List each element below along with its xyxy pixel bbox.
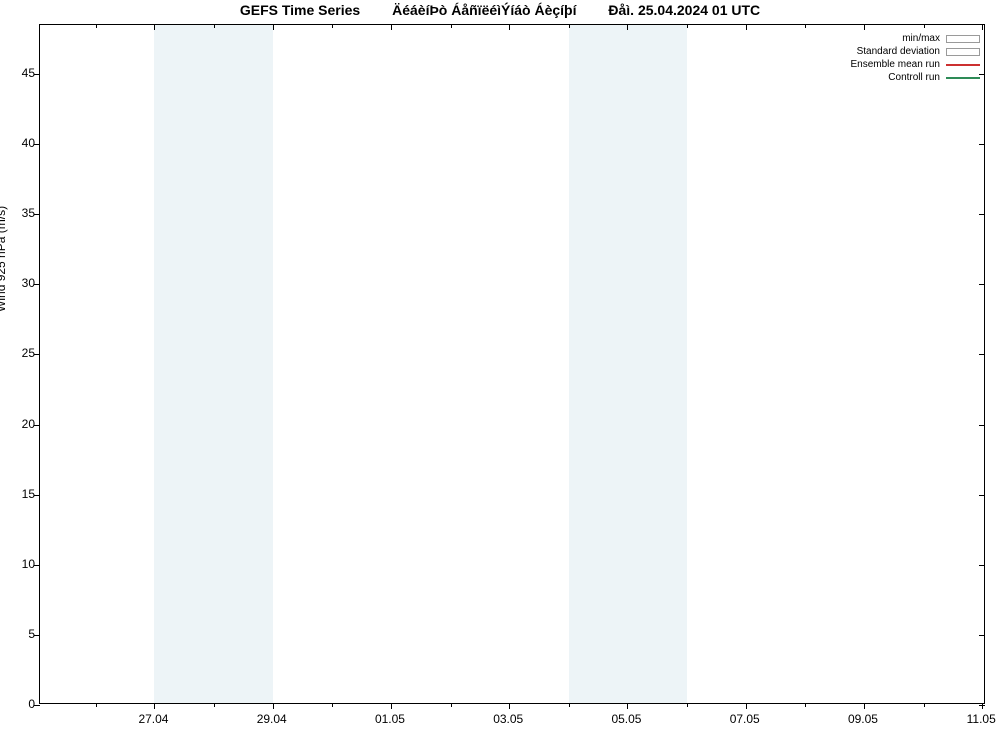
- x-tick-minor: [214, 703, 215, 707]
- y-tick-label: 5: [5, 627, 35, 641]
- legend-swatch: [946, 64, 980, 66]
- plot-area: [39, 24, 985, 704]
- x-tick-top: [391, 24, 392, 30]
- x-tick-minor-top: [96, 24, 97, 28]
- legend-label: Ensemble mean run: [851, 58, 941, 71]
- x-tick-label: 03.05: [493, 712, 523, 726]
- x-tick-label: 29.04: [257, 712, 287, 726]
- x-tick-minor: [451, 703, 452, 707]
- y-tick-label: 40: [5, 136, 35, 150]
- y-tick-label: 25: [5, 346, 35, 360]
- x-tick-minor-top: [924, 24, 925, 28]
- chart-title-row: GEFS Time Series ÄéáèíÞò ÁåñïëéìÝíáò Áèç…: [0, 2, 1000, 18]
- y-tick-label: 35: [5, 206, 35, 220]
- x-tick-label: 09.05: [848, 712, 878, 726]
- legend-label: Controll run: [888, 71, 940, 84]
- y-tick-right: [979, 214, 985, 215]
- legend-item: Ensemble mean run: [851, 58, 981, 71]
- x-tick: [746, 703, 747, 709]
- x-tick-top: [627, 24, 628, 30]
- x-tick-minor-top: [805, 24, 806, 28]
- x-tick-minor: [687, 703, 688, 707]
- x-tick-top: [746, 24, 747, 30]
- x-tick-minor-top: [569, 24, 570, 28]
- y-tick-label: 15: [5, 487, 35, 501]
- x-tick-minor-top: [214, 24, 215, 28]
- x-tick: [627, 703, 628, 709]
- legend-swatch: [946, 35, 980, 43]
- y-tick-label: 20: [5, 417, 35, 431]
- y-tick-right: [979, 425, 985, 426]
- y-tick-right: [979, 565, 985, 566]
- x-tick-minor: [96, 703, 97, 707]
- legend-item: min/max: [851, 32, 981, 45]
- x-tick-minor: [569, 703, 570, 707]
- x-tick-minor-top: [451, 24, 452, 28]
- y-tick-label: 30: [5, 276, 35, 290]
- x-tick: [154, 703, 155, 709]
- x-tick: [273, 703, 274, 709]
- y-tick-right: [979, 284, 985, 285]
- title-run: Ðåì. 25.04.2024 01 UTC: [608, 2, 760, 18]
- x-tick: [864, 703, 865, 709]
- y-tick-right: [979, 354, 985, 355]
- x-tick-top: [154, 24, 155, 30]
- y-tick-right: [979, 144, 985, 145]
- x-tick: [509, 703, 510, 709]
- title-garbled: ÄéáèíÞò ÁåñïëéìÝíáò Áèçíþí: [392, 2, 576, 18]
- x-tick-label: 07.05: [730, 712, 760, 726]
- legend: min/maxStandard deviationEnsemble mean r…: [851, 32, 981, 84]
- y-axis-label: Wind 925 hPa (m/s): [0, 206, 8, 312]
- x-tick-minor-top: [687, 24, 688, 28]
- y-tick-label: 10: [5, 557, 35, 571]
- x-tick-label: 01.05: [375, 712, 405, 726]
- x-tick: [982, 703, 983, 709]
- x-tick-label: 05.05: [611, 712, 641, 726]
- legend-item: Standard deviation: [851, 45, 981, 58]
- legend-swatch: [946, 48, 980, 56]
- weekend-band: [154, 25, 272, 703]
- weekend-band: [569, 25, 687, 703]
- y-tick-label: 45: [5, 66, 35, 80]
- x-tick-top: [509, 24, 510, 30]
- x-tick-label: 27.04: [138, 712, 168, 726]
- x-tick-top: [864, 24, 865, 30]
- legend-label: Standard deviation: [857, 45, 940, 58]
- x-tick-minor-top: [332, 24, 333, 28]
- legend-swatch: [946, 77, 980, 79]
- x-tick-minor: [924, 703, 925, 707]
- legend-item: Controll run: [851, 71, 981, 84]
- x-tick-label: 11.05: [967, 712, 996, 726]
- y-tick-label: 0: [5, 697, 35, 711]
- x-tick: [391, 703, 392, 709]
- x-tick-top: [982, 24, 983, 30]
- title-series: GEFS Time Series: [240, 2, 360, 18]
- x-tick-minor: [332, 703, 333, 707]
- y-tick-right: [979, 635, 985, 636]
- x-tick-minor: [805, 703, 806, 707]
- x-tick-top: [273, 24, 274, 30]
- legend-label: min/max: [902, 32, 940, 45]
- y-tick-right: [979, 495, 985, 496]
